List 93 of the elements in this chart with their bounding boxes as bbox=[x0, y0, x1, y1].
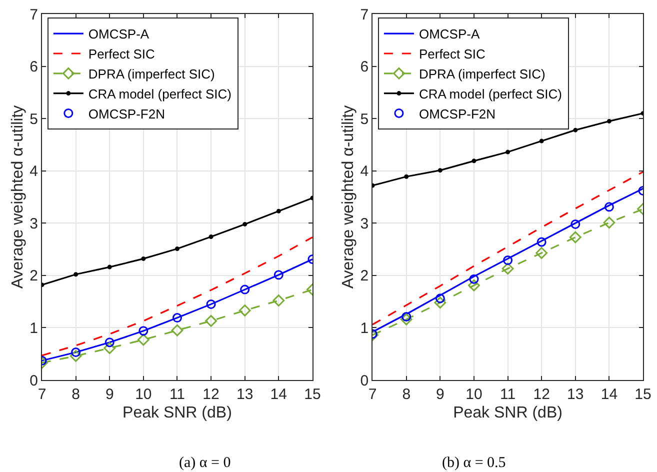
point bbox=[404, 174, 409, 179]
point bbox=[469, 274, 479, 284]
y-tick-label: 7 bbox=[360, 6, 369, 24]
legend-label: CRA model (perfect SIC) bbox=[88, 86, 232, 102]
x-axis-title: Peak SNR (dB) bbox=[122, 404, 232, 422]
point bbox=[141, 256, 146, 261]
x-tick-label: 15 bbox=[634, 386, 652, 403]
point bbox=[74, 272, 78, 277]
y-tick-label: 0 bbox=[360, 372, 369, 390]
point bbox=[536, 237, 546, 247]
point bbox=[435, 294, 445, 304]
text: (a) α = 0 bbox=[179, 455, 231, 471]
x-tick-label: 13 bbox=[236, 386, 254, 403]
point bbox=[274, 270, 284, 280]
point bbox=[438, 168, 442, 173]
legend-label: DPRA (imperfect SIC) bbox=[88, 66, 215, 82]
text: (b) α = 0.5 bbox=[442, 455, 506, 471]
line-series bbox=[372, 111, 643, 188]
y-tick-label: 5 bbox=[360, 110, 369, 128]
x-tick-label: 8 bbox=[72, 386, 80, 403]
point bbox=[242, 222, 248, 226]
x-tick-label: 9 bbox=[436, 386, 444, 403]
x-axis-title: Peak SNR (dB) bbox=[453, 404, 562, 422]
legend-label: OMCSP-F2N bbox=[88, 106, 165, 122]
point bbox=[506, 150, 510, 154]
y-axis-title: Average weighted α-utility bbox=[340, 105, 358, 289]
point bbox=[472, 158, 476, 164]
point bbox=[104, 342, 116, 354]
line-series bbox=[42, 196, 312, 288]
x-tick-label: 15 bbox=[304, 386, 321, 403]
point bbox=[238, 304, 251, 316]
point bbox=[171, 324, 184, 336]
point bbox=[70, 350, 82, 362]
y-axis-title: Average weighted α-utility bbox=[10, 105, 27, 289]
y-tick-label: 5 bbox=[30, 110, 38, 128]
x-tick-label: 11 bbox=[169, 386, 186, 403]
point bbox=[570, 219, 580, 229]
point bbox=[536, 247, 548, 259]
legend-label: DPRA (imperfect SIC) bbox=[418, 66, 546, 82]
x-tick-label: 10 bbox=[135, 386, 152, 403]
point bbox=[402, 312, 412, 322]
y-tick-label: 6 bbox=[30, 58, 38, 76]
x-tick-label: 12 bbox=[202, 386, 220, 403]
point bbox=[272, 294, 285, 306]
point bbox=[71, 348, 81, 358]
point bbox=[604, 202, 614, 212]
x-tick-label: 12 bbox=[533, 386, 550, 403]
y-tick-label: 4 bbox=[30, 163, 38, 180]
point bbox=[503, 256, 513, 266]
x-tick-label: 9 bbox=[105, 386, 114, 403]
point bbox=[174, 246, 180, 252]
point bbox=[137, 334, 150, 346]
point bbox=[208, 234, 214, 239]
x-tick-label: 10 bbox=[466, 386, 482, 403]
point bbox=[172, 313, 182, 323]
y-tick-label: 1 bbox=[360, 320, 369, 337]
point bbox=[569, 231, 582, 244]
line-series bbox=[372, 171, 643, 326]
point bbox=[206, 299, 216, 309]
legend-label: OMCSP-F2N bbox=[418, 106, 496, 122]
point bbox=[539, 138, 544, 144]
point bbox=[400, 313, 412, 326]
y-tick-label: 3 bbox=[30, 215, 38, 232]
point bbox=[603, 216, 616, 229]
point bbox=[502, 262, 514, 275]
point bbox=[107, 264, 112, 270]
y-tick-label: 2 bbox=[30, 268, 38, 285]
y-tick-label: 6 bbox=[360, 58, 369, 76]
x-tick-label: 11 bbox=[500, 386, 516, 403]
point bbox=[573, 128, 578, 132]
legend-label: Perfect SIC bbox=[418, 46, 486, 62]
x-tick-label: 14 bbox=[270, 386, 287, 403]
point bbox=[434, 296, 446, 309]
point bbox=[606, 118, 612, 124]
point bbox=[138, 326, 148, 336]
y-tick-label: 2 bbox=[360, 268, 369, 285]
legend-label: Perfect SIC bbox=[88, 46, 155, 62]
point bbox=[104, 338, 114, 348]
x-tick-label: 13 bbox=[567, 386, 584, 403]
point bbox=[468, 279, 480, 292]
x-tick-label: 14 bbox=[600, 386, 618, 403]
y-tick-label: 0 bbox=[30, 372, 38, 390]
legend-label: OMCSP-A bbox=[88, 26, 150, 42]
y-tick-label: 7 bbox=[30, 6, 38, 24]
point bbox=[205, 314, 217, 327]
y-tick-label: 4 bbox=[360, 163, 369, 180]
x-tick-label: 8 bbox=[402, 386, 411, 403]
y-tick-label: 3 bbox=[360, 215, 369, 232]
legend-label: OMCSP-A bbox=[418, 26, 480, 42]
point bbox=[240, 284, 250, 294]
point bbox=[276, 208, 281, 214]
legend-label: CRA model (perfect SIC) bbox=[418, 86, 562, 102]
y-tick-label: 1 bbox=[30, 320, 38, 337]
